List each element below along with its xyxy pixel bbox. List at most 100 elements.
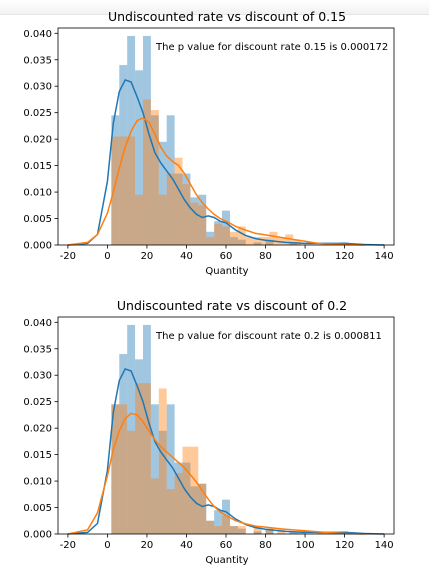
chart-2-series-2-bar-5 — [150, 478, 159, 534]
chart-2-series-1-bar-7 — [158, 430, 167, 534]
chart-1-x-tick-label-5: 60 — [220, 251, 233, 262]
chart-2-x-tick-label-8: 120 — [335, 540, 354, 551]
chart-2: Undiscounted rate vs discount of 0.2 -20… — [23, 298, 395, 566]
chart-1-series-2-bar-1 — [111, 136, 124, 245]
chart-1-series-2-bar-19 — [261, 237, 270, 245]
chart-2-series-1-bar-14 — [214, 510, 223, 534]
chart-2-series-2-bar-2 — [127, 430, 136, 534]
chart-2-series-2-bar-16 — [237, 526, 246, 534]
chart-1-series-1-bar-3 — [127, 35, 136, 245]
chart-2-series-1-bar-11 — [190, 486, 199, 534]
chart-2-series-1-bar-12 — [198, 483, 207, 534]
chart-1-series-2-bar-21 — [277, 237, 286, 245]
chart-1-series-2-bar-9 — [182, 184, 191, 245]
chart-2-plot-area: -20 0 20 40 60 80 100 120 140 0.000 0.005 0.010 0.01… — [23, 316, 395, 551]
chart-1-series-2-bar-15 — [229, 231, 238, 245]
chart-1-series-1-bar-4 — [135, 70, 143, 245]
chart-1-series-1-bar-15 — [222, 210, 230, 245]
chart-1-series-1-kde-line — [67, 78, 385, 246]
chart-1-annotation: The p value for discount rate 0.15 is 0.… — [155, 42, 388, 53]
chart-2-series-1-bar-5 — [142, 324, 151, 534]
chart-1-series-2-kde-line — [67, 117, 365, 246]
chart-1-y-tick-label-3: 0.010 — [23, 188, 52, 199]
chart-2-series-1-bar-13 — [206, 520, 215, 534]
chart-1-series-1-bar-7 — [158, 141, 167, 245]
chart-1-series-2-bar-22 — [285, 234, 294, 245]
chart-1-series-2-bar-5 — [150, 110, 159, 245]
chart-1-series-2-bar-20 — [269, 231, 278, 245]
chart-2-series-1-kde-line — [67, 367, 385, 535]
chart-2-series-2-bar-12 — [206, 520, 215, 534]
chart-2-y-tick-label-9: 0.040 — [23, 318, 52, 329]
chart-2-series-1-bar-2 — [119, 354, 128, 534]
chart-1-series-2-bar-14 — [222, 226, 230, 245]
chart-1-series-1-bar-18 — [253, 242, 262, 245]
chart-1-series-1-bar-16 — [229, 237, 238, 245]
chart-1-series-2-bar-8 — [174, 157, 183, 245]
chart-2-x-tick-label-7: 100 — [296, 540, 315, 551]
chart-1-x-tick-label-3: 20 — [141, 251, 154, 262]
chart-1-x-tick-label-6: 80 — [259, 251, 272, 262]
chart-1-y-tick-label-4: 0.015 — [23, 161, 52, 172]
chart-1-x-tick-label-1: -20 — [60, 251, 76, 262]
chart-2-x-tick-label-4: 40 — [180, 540, 193, 551]
chart-2-series-1-bar-20 — [289, 531, 298, 534]
chart-2-series-1-bar-15 — [222, 499, 230, 534]
chart-1-y-tick-label-8: 0.035 — [23, 55, 52, 66]
chart-2-y-tick-label-7: 0.030 — [23, 371, 52, 382]
chart-1-series-2-bar-3 — [135, 194, 143, 245]
chart-2-x-tick-label-2: 0 — [104, 540, 110, 551]
chart-2-series-1-bar-10 — [182, 462, 191, 534]
chart-2-annotation: The p value for discount rate 0.2 is 0.0… — [155, 331, 382, 342]
chart-1-series-2-bar-4 — [142, 99, 151, 245]
chart-2-series-2-bar-14 — [222, 515, 230, 534]
chart-2-x-tick-label-5: 60 — [220, 540, 233, 551]
chart-2-series-1-bar-3 — [127, 324, 136, 534]
chart-2-series-2-bar-4 — [142, 383, 151, 534]
chart-2-series-2-bar-10 — [190, 446, 199, 534]
chart-1-series-2-bar-6 — [158, 194, 167, 245]
chart-1-series-2-bar-17 — [245, 237, 254, 245]
chart-1-series-1-bar-10 — [182, 173, 191, 245]
chart-2-series-2-bar-9 — [182, 446, 191, 534]
chart-1-y-tick-label-5: 0.020 — [23, 135, 52, 146]
chart-2-y-tick-label-1: 0.000 — [23, 530, 52, 541]
chart-2-series-2-bar-7 — [166, 489, 175, 534]
chart-1-series-1-bar-5 — [142, 35, 151, 245]
chart-1-y-tick-label-6: 0.025 — [23, 108, 52, 119]
chart-2-series-2-bar-15 — [229, 526, 238, 534]
chart-1-y-tick-label-7: 0.030 — [23, 82, 52, 93]
chart-1-y-tick-label-9: 0.040 — [23, 29, 52, 40]
chart-2-series-1-bar-17 — [237, 528, 246, 534]
chart-1-series-1-bar-19 — [265, 239, 274, 245]
chart-2-series-2-bar-13 — [214, 526, 223, 534]
chart-1-title: Undiscounted rate vs discount of 0.15 — [108, 9, 346, 24]
chart-1-series-2-bar-18 — [253, 237, 262, 245]
chart-1-series-2-bar-12 — [206, 237, 215, 245]
chart-2-series-2-kde-line — [67, 412, 365, 535]
chart-2-series-2-bar-3 — [135, 383, 143, 534]
chart-2-y-tick-label-2: 0.005 — [23, 503, 52, 514]
chart-1-series-1-bar-14 — [214, 221, 223, 245]
chart-2-x-tick-label-6: 80 — [259, 540, 272, 551]
chart-2-y-tick-label-3: 0.010 — [23, 477, 52, 488]
chart-2-x-tick-label-3: 20 — [141, 540, 154, 551]
chart-2-x-tick-label-1: -20 — [60, 540, 76, 551]
chart-1-x-tick-label-2: 0 — [104, 251, 110, 262]
chart-2-series-1-bar-16 — [229, 526, 238, 534]
chart-2-series-1-bar-6 — [150, 404, 159, 534]
chart-1-x-tick-label-7: 100 — [296, 251, 315, 262]
chart-2-y-tick-label-4: 0.015 — [23, 450, 52, 461]
chart-1-series-2-bar-2 — [123, 136, 136, 245]
chart-2-series-2-bar-18 — [265, 528, 274, 534]
chart-2-series-1-bar-8 — [166, 404, 175, 534]
chart-2-series-2-bar-8 — [174, 473, 183, 534]
chart-1-series-1-bar-11 — [190, 197, 199, 245]
chart-1-series-1-bar-9 — [174, 173, 183, 245]
chart-2-series-1-bar-9 — [174, 462, 183, 534]
chart-2-series-1-bar-1 — [111, 404, 120, 534]
chart-1-x-tick-label-8: 120 — [335, 251, 354, 262]
chart-1-series-2-bar-16 — [237, 226, 246, 245]
chart-2-x-label: Quantity — [205, 555, 248, 566]
